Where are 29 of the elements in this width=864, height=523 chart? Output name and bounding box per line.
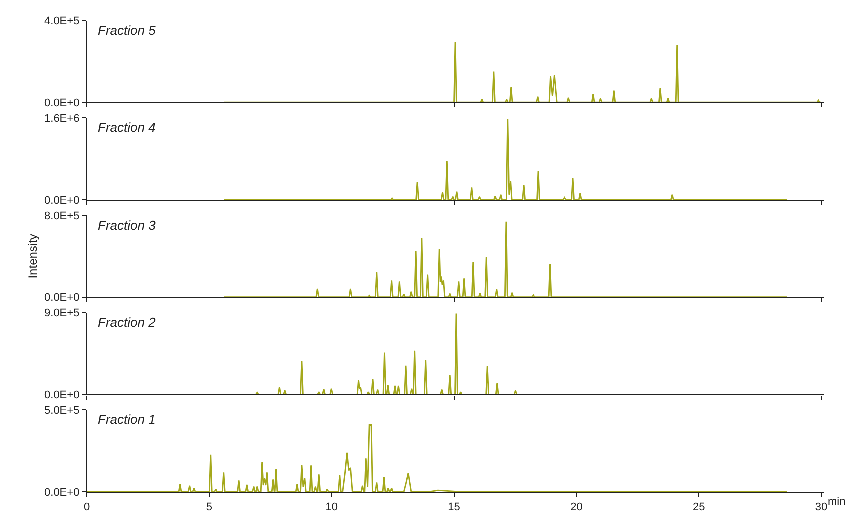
x-tick-label: 0 (84, 501, 90, 514)
chart-title: Fraction 3 (98, 218, 157, 233)
y-tick-label: 0.0E+0 (44, 97, 80, 110)
chart-title: Fraction 2 (98, 315, 157, 330)
y-tick-label: 0.0E+0 (44, 194, 80, 207)
x-axis-title: min (828, 496, 846, 508)
y-tick-label: 4.0E+5 (44, 16, 80, 28)
y-axis-title: Intensity (26, 234, 40, 279)
x-tick-label: 30 (815, 501, 828, 514)
y-tick-label: 8.0E+5 (44, 210, 80, 222)
y-tick-label: 0.0E+0 (44, 486, 80, 499)
line-series (223, 118, 788, 200)
y-tick-label: 0.0E+0 (44, 292, 80, 304)
chart-title: Fraction 1 (98, 412, 156, 427)
x-tick-label: 15 (448, 501, 460, 514)
line-series (87, 424, 788, 492)
y-tick-label: 5.0E+5 (44, 405, 80, 418)
line-series (223, 221, 788, 298)
y-tick-label: 9.0E+5 (44, 308, 80, 320)
x-tick-label: 10 (326, 501, 338, 514)
y-tick-label: 0.0E+0 (44, 390, 80, 402)
chart-title: Fraction 4 (98, 120, 156, 135)
x-tick-label: 20 (570, 501, 583, 514)
line-series (223, 42, 822, 103)
x-tick-label: 25 (693, 501, 706, 514)
line-series (223, 313, 788, 395)
x-tick-label: 5 (206, 501, 212, 514)
y-tick-label: 1.6E+6 (44, 113, 80, 126)
chart-title: Fraction 5 (98, 23, 157, 38)
